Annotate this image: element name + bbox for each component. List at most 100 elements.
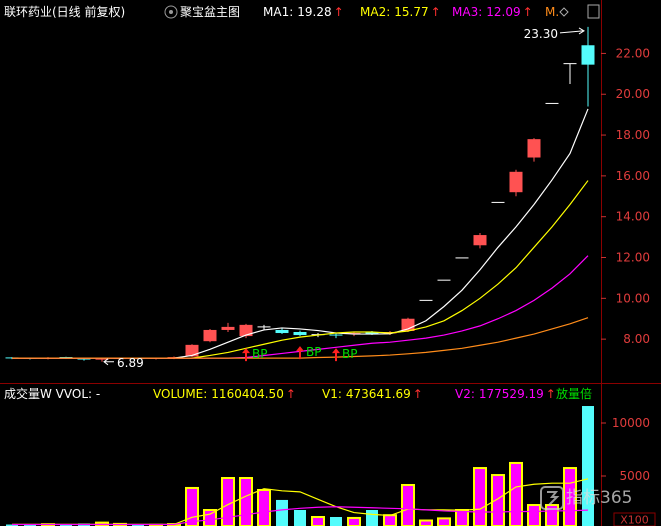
y-tick-label: 16.00 <box>616 169 650 183</box>
indicator-icon-dot <box>169 10 173 14</box>
volume-bar <box>419 519 433 526</box>
candle-body <box>77 358 91 360</box>
volume-bar <box>132 524 144 526</box>
candle-body <box>221 326 235 330</box>
volume-bar <box>582 406 594 526</box>
legend-ma2: MA2: 15.77 ↑ <box>360 5 441 19</box>
indicator-title: 聚宝盆主图 <box>180 5 240 19</box>
panel-button[interactable] <box>587 4 600 19</box>
volume-bar <box>401 483 415 526</box>
volume-bar <box>366 510 378 526</box>
plot: 8.00 10.00 12.00 14.00 16.00 18.00 20.00 22.00 5… <box>5 26 650 526</box>
legend-name: V1: <box>322 387 342 401</box>
annotation-arrow <box>103 358 114 366</box>
indicator-label: 放量倍 <box>556 386 592 401</box>
legend-arrow: ↑ <box>523 5 533 19</box>
candle-body <box>509 171 523 193</box>
watermark-text: 指标365 <box>566 488 632 508</box>
volume-bar <box>383 514 397 526</box>
legend-v2: V2: 177529.19 ↑ <box>455 387 556 401</box>
y-tick-label: 14.00 <box>616 210 650 224</box>
volume-bar <box>6 524 18 526</box>
volume-bar <box>276 499 288 526</box>
legend-name: VOLUME: <box>153 387 207 401</box>
y-tick-label: 20.00 <box>616 87 650 101</box>
signal-arrow <box>242 348 250 362</box>
candle-body <box>239 324 253 337</box>
y-tick-label: 10.00 <box>616 291 650 305</box>
legend-value: 1160404.50 <box>211 387 284 401</box>
volume-bar <box>24 524 36 526</box>
candle-body <box>437 279 451 281</box>
volume-bar <box>239 477 253 526</box>
legend-value: 473641.69 <box>346 387 411 401</box>
volume-bar <box>455 509 469 526</box>
candle-body <box>185 344 199 357</box>
legend-name: MA3: <box>452 5 482 19</box>
legend-ma1: MA1: 19.28 ↑ <box>263 5 344 19</box>
candle-body <box>419 299 433 301</box>
candle-body <box>347 332 361 334</box>
y-tick-label: 12.00 <box>616 251 650 265</box>
legend-m: M. <box>545 5 559 19</box>
candle-body <box>563 63 577 65</box>
candle-body <box>491 201 505 203</box>
legend-v1: V1: 473641.69 ↑ <box>322 387 423 401</box>
candle-body <box>365 332 379 335</box>
volume-bar <box>311 515 325 526</box>
legend-name: MA2: <box>360 5 390 19</box>
annotation-arrow <box>559 30 584 34</box>
legend-volume: VOLUME: 1160404.50 ↑ <box>153 387 296 401</box>
y-tick-label: 5000 <box>619 469 650 483</box>
y-tick-label: 18.00 <box>616 128 650 142</box>
y-tick-label: 10000 <box>612 416 650 430</box>
y-tick-label: 22.00 <box>616 46 650 60</box>
candle-body <box>473 235 487 246</box>
watermark-logo-mark <box>547 491 560 506</box>
legend-diamond[interactable] <box>559 7 569 17</box>
signal-label: BP <box>306 345 321 359</box>
volume-bar <box>509 461 523 526</box>
legend-arrow: ↑ <box>413 387 423 401</box>
annotation-arrowhead <box>578 27 585 35</box>
legend-arrow: ↑ <box>431 5 441 19</box>
legend-value: 12.09 <box>486 5 520 19</box>
candle-body <box>545 102 559 104</box>
candle-body <box>581 45 595 65</box>
watermark: 指标365 <box>540 486 632 510</box>
volume-bar <box>185 486 199 526</box>
volume-title: 成交量W VVOL: - <box>4 386 100 401</box>
signal-arrow <box>332 348 340 362</box>
legend-value: 15.77 <box>394 5 428 19</box>
candle-body <box>527 139 541 158</box>
candle-body <box>203 329 217 342</box>
legend-ma3: MA3: 12.09 ↑ <box>452 5 533 19</box>
volume-bar <box>527 504 541 526</box>
candle-body <box>59 357 73 359</box>
legend-name: V2: <box>455 387 475 401</box>
unit-label: X100 <box>620 514 649 526</box>
candle-body <box>455 257 469 259</box>
annotation-low: 6.89 <box>117 356 144 370</box>
candle-body <box>95 358 109 360</box>
legend-arrow: ↑ <box>286 387 296 401</box>
volume-ma-line <box>12 506 589 526</box>
signal-arrow <box>296 346 304 360</box>
volume-bar <box>437 517 451 526</box>
volume-bar <box>473 467 487 526</box>
legend-arrow: ↑ <box>546 387 556 401</box>
volume-bar <box>330 516 342 526</box>
signal-label: BP <box>252 347 267 361</box>
volume-bar <box>347 516 361 526</box>
volume-bar <box>60 524 72 526</box>
indicator-icon <box>164 5 178 19</box>
candle-body <box>275 329 289 334</box>
volume-bar <box>545 504 559 526</box>
unit-box <box>613 512 656 526</box>
candle-body <box>257 326 271 328</box>
watermark-logo <box>540 486 564 510</box>
volume-bar <box>257 488 271 526</box>
